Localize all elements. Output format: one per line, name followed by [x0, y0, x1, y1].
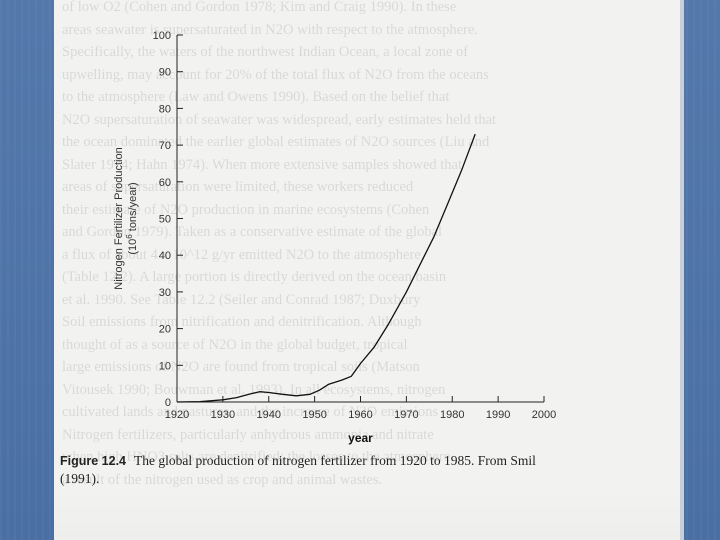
fertilizer-production-line: [176, 133, 476, 403]
y-axis-title: Nitrogen Fertilizer Production: [113, 147, 125, 289]
page-edge: [680, 0, 684, 540]
y-tick-label: 40: [159, 250, 171, 262]
y-tick-label: 50: [159, 214, 171, 226]
y-tick-label: 20: [159, 324, 171, 336]
y-axis-unit: (106 tons/year): [125, 182, 139, 254]
background-text-line: areas seawater is supersaturated in N2O …: [62, 21, 478, 38]
x-tick-label: 1940: [257, 409, 281, 421]
scanned-page: of low O2 (Cohen and Gordon 1978; Kim an…: [54, 0, 684, 540]
y-tick-label: 60: [159, 177, 171, 189]
y-tick-label: 10: [159, 360, 171, 372]
y-tick-label: 0: [165, 397, 171, 409]
figure-number: Figure 12.4: [60, 454, 126, 468]
background-text-line: Soil emissions from nitrification and de…: [62, 314, 422, 330]
background-text-line: Specifically, the waters of the northwes…: [62, 44, 469, 60]
background-text-line: Vitousek 1990; Bouwman et al. 1993). In …: [62, 381, 446, 398]
background-text-line: a result of the nitrogen used as crop an…: [62, 471, 383, 488]
y-tick-label: 70: [159, 140, 171, 152]
background-text-line: N2O supersaturation of seawater was wide…: [62, 111, 497, 128]
background-text-line: and Gordon 1979). Taken as a conservativ…: [62, 224, 443, 240]
x-tick-label: 1930: [211, 409, 235, 421]
y-tick-label: 100: [153, 30, 171, 42]
x-tick-label: 1980: [440, 409, 464, 421]
background-text-line: et al. 1990. See Table 12.2 (Seiler and …: [62, 291, 421, 308]
background-text-line: of low O2 (Cohen and Gordon 1978; Kim an…: [62, 0, 457, 15]
x-tick-label: 1950: [302, 409, 326, 421]
page-bottom-shade: [54, 490, 684, 540]
x-tick-label: 1990: [486, 409, 510, 421]
y-axis-ticks: 0 10 20 30 40 50 60 70 80 90 100: [153, 30, 183, 409]
background-text-line: areas of supersaturation were limited, t…: [62, 179, 414, 195]
background-text-line: a flux of about 4 x 10^12 g/yr emitted N…: [62, 246, 421, 263]
background-text-line: to the atmosphere (Law and Owens 1990). …: [62, 89, 450, 105]
background-text-line: (Table 12.2). A large portion is directl…: [62, 269, 447, 285]
background-text-line: Slater 1974; Hahn 1974). When more exten…: [62, 156, 463, 173]
x-tick-label: 1960: [348, 409, 372, 421]
background-text-line: their estimate of N2O production in mari…: [62, 201, 430, 218]
background-text-line: upwelling, may account for 20% of the to…: [62, 66, 489, 83]
background-text-line: large emissions of N2O are found from tr…: [62, 359, 420, 375]
background-text-line: thought of as a source of N2O in the glo…: [62, 336, 408, 353]
background-text-line: Nitrogen fertilizers, particularly anhyd…: [62, 426, 434, 443]
y-tick-label: 30: [159, 287, 171, 299]
figure-caption: Figure 12.4 The global production of nitr…: [60, 452, 550, 487]
y-tick-label: 90: [159, 67, 171, 79]
chart-axes: [176, 35, 544, 403]
background-text-line: cultivated lands and pastures, and the i…: [62, 404, 439, 420]
x-tick-label: 1970: [394, 409, 418, 421]
caption-text: The global production of nitrogen fertil…: [60, 453, 536, 486]
x-tick-label: 2000: [532, 409, 556, 421]
y-tick-label: 80: [159, 103, 171, 115]
x-axis-title: year: [348, 431, 373, 445]
x-tick-label: 1920: [165, 409, 189, 421]
background-text-line: when high HNO3 salts are denitrified; th…: [62, 449, 451, 465]
background-text: of low O2 (Cohen and Gordon 1978; Kim an…: [62, 0, 662, 491]
x-axis-ticks: 1920 1930 1940 1950 1960 1970 1980 1990 2000: [165, 396, 556, 421]
background-text-line: the ocean dominated the earlier global e…: [62, 134, 490, 150]
